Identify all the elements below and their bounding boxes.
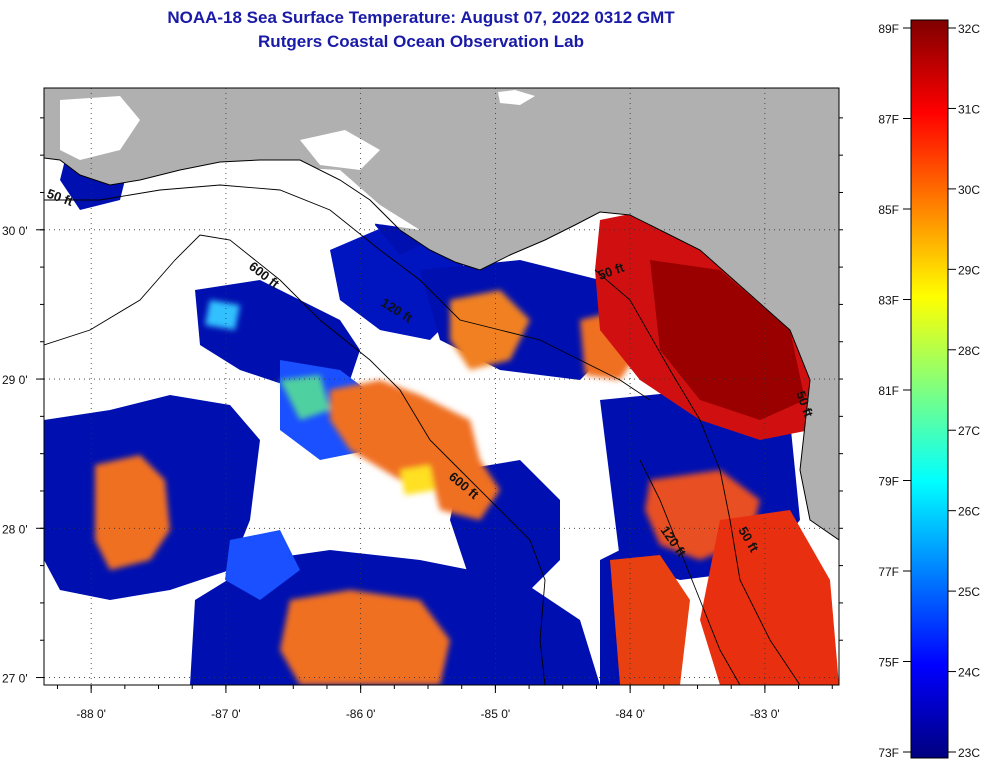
colorbar-c-label: 31C xyxy=(958,102,980,116)
land-areas xyxy=(44,88,839,540)
sst-hot-band xyxy=(595,210,839,685)
colorbar-f-label: 79F xyxy=(878,475,899,489)
lat-tick-label: 30 0' xyxy=(2,224,28,238)
colorbar-f-label: 87F xyxy=(878,113,899,127)
colorbar-c-label: 25C xyxy=(958,585,980,599)
map-frame xyxy=(43,87,840,686)
colorbar-c-label: 23C xyxy=(958,746,980,760)
lon-tick-label: -85 0' xyxy=(481,707,511,721)
colorbar-f-label: 75F xyxy=(878,656,899,670)
lat-tick-label: 28 0' xyxy=(2,522,28,536)
bathymetry-contours xyxy=(44,184,801,685)
lon-tick-label: -88 0' xyxy=(76,707,106,721)
colorbar-f-label: 73F xyxy=(878,746,899,760)
colorbar-c-label: 32C xyxy=(958,22,980,36)
map-subtitle: Rutgers Coastal Ocean Observation Lab xyxy=(258,32,584,51)
colorbar-f-label: 85F xyxy=(878,203,899,217)
colorbar: 89F 87F 85F 83F 81F 79F 77F 75F 73F 32C 31C 30C 29C 2… xyxy=(878,19,980,760)
colorbar-f-label: 77F xyxy=(878,565,899,579)
lat-tick-label: 29 0' xyxy=(2,373,28,387)
colorbar-c-label: 26C xyxy=(958,505,980,519)
lon-tick-label: -86 0' xyxy=(346,707,376,721)
lat-tick-label: 27 0' xyxy=(2,672,28,686)
colorbar-f-label: 83F xyxy=(878,294,899,308)
axis-layer: -88 0' -87 0' -86 0' -85 0' -84 0' -83 0' 30 0… xyxy=(2,117,843,721)
map-title: NOAA-18 Sea Surface Temperature: August … xyxy=(167,8,675,27)
lon-tick-label: -83 0' xyxy=(750,707,780,721)
coastline xyxy=(44,157,839,541)
sst-warm-patches xyxy=(95,290,760,685)
colorbar-c-label: 29C xyxy=(958,263,980,277)
lon-tick-label: -84 0' xyxy=(615,707,645,721)
lon-tick-label: -87 0' xyxy=(211,707,241,721)
map-panel xyxy=(44,88,839,685)
colorbar-c-label: 27C xyxy=(958,424,980,438)
colorbar-c-label: 30C xyxy=(958,183,980,197)
colorbar-f-label: 81F xyxy=(878,384,899,398)
colorbar-c-label: 24C xyxy=(958,666,980,680)
colorbar-c-label: 28C xyxy=(958,344,980,358)
colorbar-f-label: 89F xyxy=(878,22,899,36)
colorbar-gradient xyxy=(910,19,949,759)
